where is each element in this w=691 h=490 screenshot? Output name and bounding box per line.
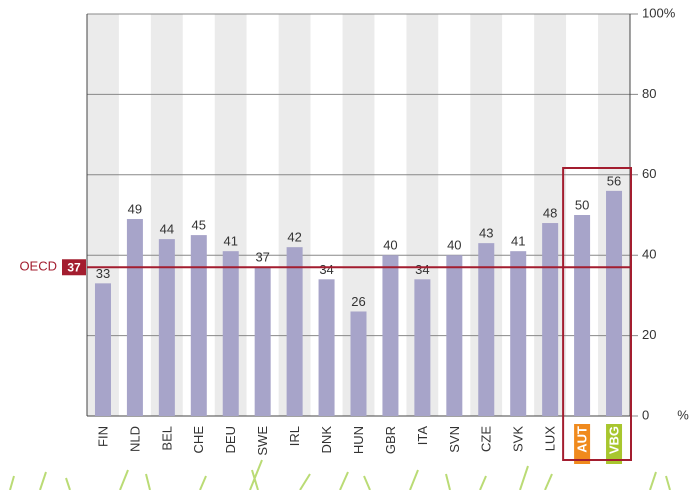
y-tick-label: 60 bbox=[642, 166, 656, 181]
label-highlight bbox=[606, 424, 623, 464]
value-label: 41 bbox=[511, 234, 525, 249]
value-label: 40 bbox=[383, 238, 397, 253]
bar bbox=[318, 279, 335, 416]
value-label: 56 bbox=[607, 173, 621, 188]
x-tick: CZE bbox=[479, 426, 494, 452]
x-tick: CHE bbox=[191, 426, 206, 454]
bar bbox=[478, 243, 495, 416]
value-label: 48 bbox=[543, 205, 557, 220]
x-tick-label: IRL bbox=[287, 426, 302, 446]
x-tick-label: SVN bbox=[447, 426, 462, 453]
reference-value: 37 bbox=[67, 260, 81, 274]
value-label: 44 bbox=[160, 222, 174, 237]
x-tick: SVK bbox=[511, 426, 526, 452]
x-tick: VBG bbox=[606, 424, 623, 464]
value-label: 41 bbox=[224, 234, 238, 249]
bar bbox=[606, 190, 623, 416]
x-tick: IRL bbox=[287, 426, 302, 446]
x-tick-label: SWE bbox=[255, 426, 270, 456]
bar bbox=[510, 251, 527, 416]
x-tick: HUN bbox=[351, 426, 366, 454]
x-tick-label: HUN bbox=[351, 426, 366, 454]
x-tick-label: BEL bbox=[159, 426, 174, 451]
x-tick-label: NLD bbox=[127, 426, 142, 452]
x-tick: AUT bbox=[574, 424, 591, 464]
value-label: 37 bbox=[255, 250, 269, 265]
bar bbox=[382, 255, 399, 416]
x-tick-label: ITA bbox=[415, 426, 430, 446]
bar bbox=[542, 223, 559, 416]
y-tick-label: 0 bbox=[642, 407, 649, 422]
x-tick: SVN bbox=[447, 426, 462, 453]
highlight-frame bbox=[562, 167, 633, 461]
x-tick-label: CHE bbox=[191, 426, 206, 454]
x-tick: SWE bbox=[255, 426, 270, 456]
x-tick-label: GBR bbox=[383, 426, 398, 454]
value-label: 34 bbox=[415, 262, 429, 277]
y-tick-label: 100% bbox=[642, 5, 676, 20]
bar bbox=[254, 267, 271, 416]
y-tick-label: 40 bbox=[642, 247, 656, 262]
bar bbox=[446, 255, 463, 416]
x-tick-label: LUX bbox=[543, 426, 558, 452]
x-tick-label: DEU bbox=[223, 426, 238, 453]
value-label: 33 bbox=[96, 266, 110, 281]
bar bbox=[414, 279, 431, 416]
x-tick: DNK bbox=[319, 426, 334, 454]
value-label: 34 bbox=[319, 262, 333, 277]
value-label: 26 bbox=[351, 294, 365, 309]
x-tick: ITA bbox=[415, 426, 430, 446]
x-tick-label: FIN bbox=[95, 426, 110, 447]
value-label: 42 bbox=[287, 230, 301, 245]
x-tick: GBR bbox=[383, 426, 398, 454]
bar bbox=[158, 239, 175, 416]
grass-decoration bbox=[9, 459, 671, 490]
x-tick: NLD bbox=[127, 426, 142, 452]
value-label: 45 bbox=[192, 218, 206, 233]
bar bbox=[94, 283, 111, 416]
x-tick: FIN bbox=[95, 426, 110, 447]
bar bbox=[126, 219, 143, 416]
value-label: 50 bbox=[575, 197, 589, 212]
y-unit: % bbox=[677, 407, 689, 422]
x-tick: LUX bbox=[543, 426, 558, 452]
bar bbox=[574, 215, 591, 416]
x-tick-label: CZE bbox=[479, 426, 494, 452]
bar bbox=[286, 247, 303, 416]
label-highlight bbox=[574, 424, 591, 464]
reference-badge bbox=[62, 259, 86, 276]
value-label: 43 bbox=[479, 226, 493, 241]
x-tick-label: SVK bbox=[511, 426, 526, 452]
y-tick-label: 80 bbox=[642, 86, 656, 101]
value-label: 49 bbox=[128, 201, 142, 216]
value-label: 40 bbox=[447, 238, 461, 253]
x-tick-label: VBG bbox=[606, 426, 621, 454]
y-tick-label: 20 bbox=[642, 327, 656, 342]
bar bbox=[222, 251, 239, 416]
bar bbox=[190, 235, 207, 416]
reference-label: OECD bbox=[19, 259, 57, 274]
x-tick: BEL bbox=[159, 426, 174, 451]
x-tick-label: DNK bbox=[319, 426, 334, 454]
bar bbox=[350, 311, 367, 416]
x-tick-label: AUT bbox=[575, 426, 590, 453]
x-tick: DEU bbox=[223, 426, 238, 453]
